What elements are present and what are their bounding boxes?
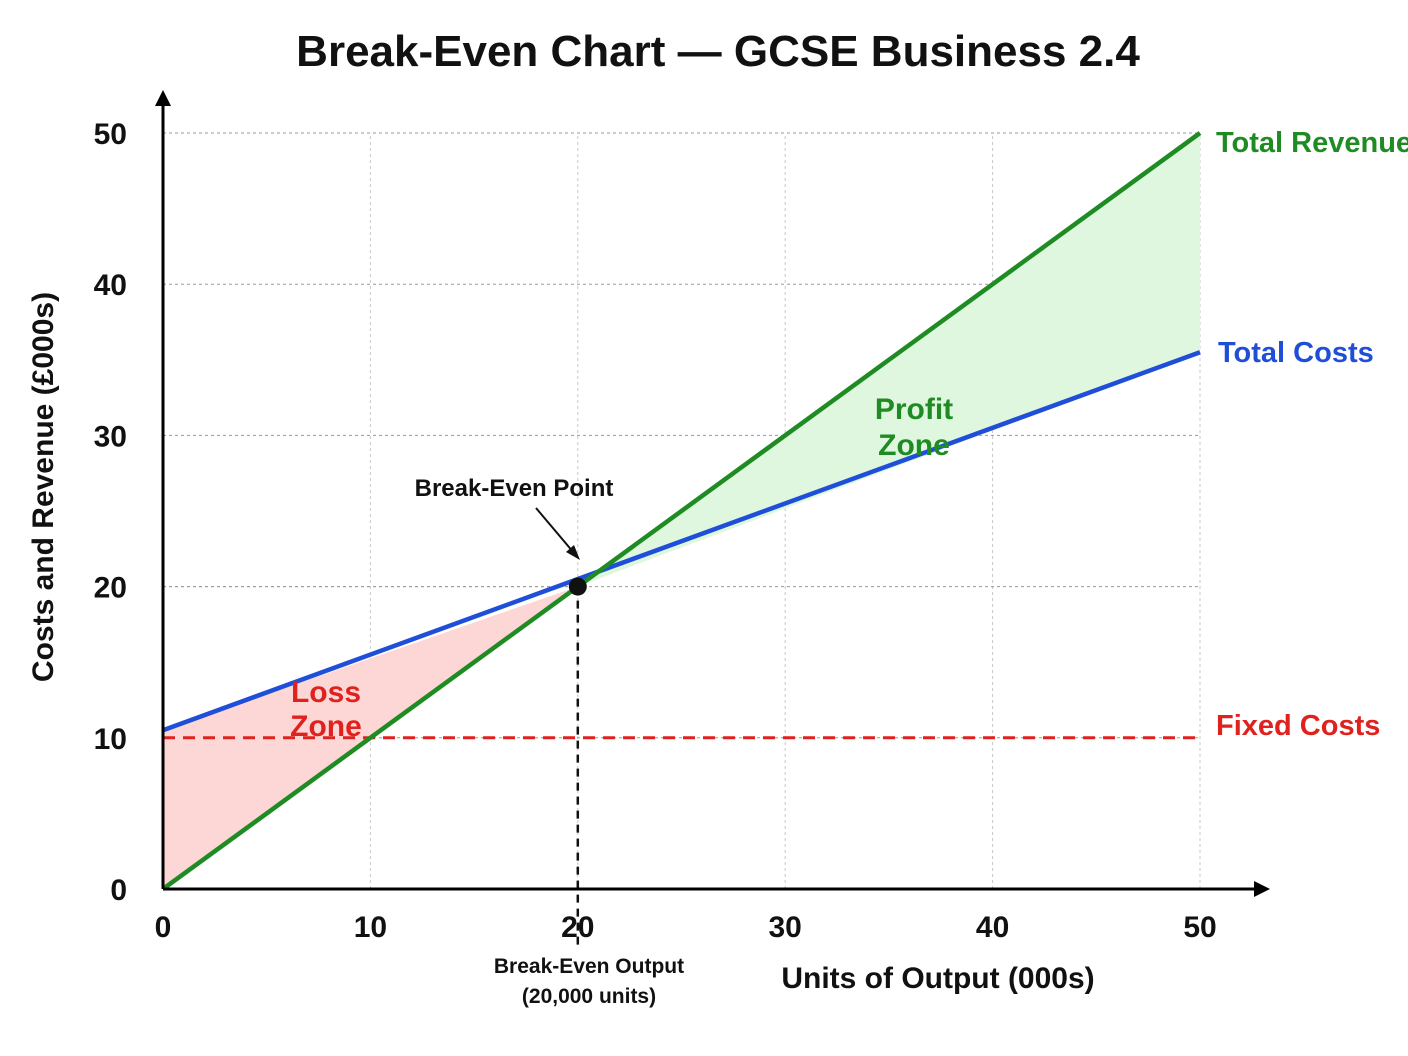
profit-zone-label-line2: Zone — [878, 429, 950, 462]
loss-zone-label-line1: Loss — [291, 676, 361, 709]
y-tick-label: 30 — [94, 420, 127, 453]
profit-zone-label-line1: Profit — [875, 393, 953, 426]
series-label-total-revenue: Total Revenue — [1216, 127, 1408, 159]
chart-marks — [568, 577, 587, 596]
break-even-pointer — [535, 507, 575, 554]
x-tick-label: 30 — [769, 911, 802, 944]
break-even-pointer-head — [566, 545, 580, 560]
x-tick-label: 40 — [976, 911, 1009, 944]
x-tick-label: 0 — [155, 911, 172, 944]
y-tick-label: 50 — [94, 118, 127, 151]
x-tick-label: 10 — [354, 911, 387, 944]
break-even-point-label: Break-Even Point — [415, 475, 614, 502]
series-label-fixed-costs: Fixed Costs — [1216, 710, 1380, 742]
x-axis-label: Units of Output (000s) — [781, 962, 1094, 995]
y-tick-label: 0 — [110, 874, 127, 907]
x-tick-label: 50 — [1183, 911, 1216, 944]
break-even-output-label-line2: (20,000 units) — [522, 985, 656, 1008]
x-axis-arrow — [1254, 881, 1270, 897]
y-tick-label: 20 — [94, 572, 127, 605]
x-tick-label: 20 — [561, 911, 594, 944]
loss-zone-label-line2: Zone — [290, 710, 362, 743]
axes — [155, 90, 1270, 897]
y-tick-label: 10 — [94, 723, 127, 756]
y-axis-arrow — [155, 90, 171, 106]
break-even-point-marker — [568, 577, 587, 596]
total-costs-line — [162, 350, 1201, 733]
tick-labels: 0 10 20 30 40 50 0 10 20 30 40 50 — [94, 118, 1217, 944]
total-revenue-line — [161, 131, 1202, 891]
y-axis-label: Costs and Revenue (£000s) — [27, 292, 60, 682]
break-even-output-label-line1: Break-Even Output — [494, 955, 684, 978]
chart-title: Break-Even Chart — GCSE Business 2.4 — [296, 27, 1140, 76]
y-tick-label: 40 — [94, 269, 127, 302]
series-label-total-costs: Total Costs — [1218, 337, 1374, 369]
